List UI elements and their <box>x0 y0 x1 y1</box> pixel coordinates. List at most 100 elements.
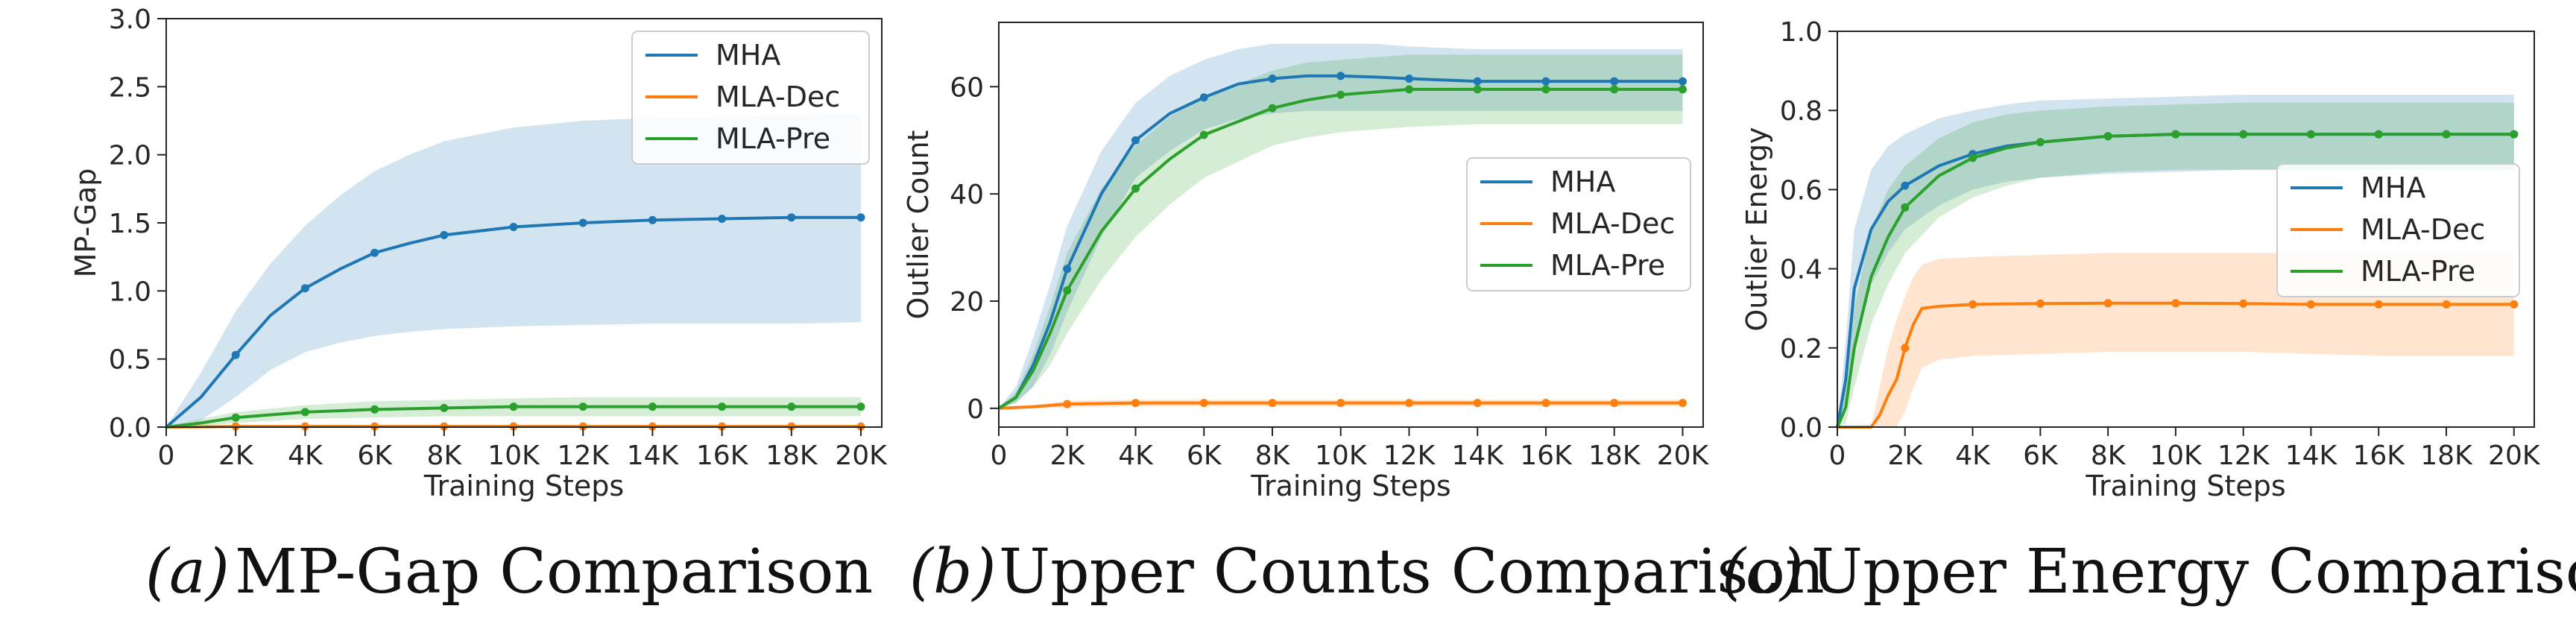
y-tick-label: 2.0 <box>109 141 151 171</box>
y-axis-label: Outlier Energy <box>1740 127 1773 331</box>
panel-b: 0 2K 4K 6K 8K 10K 12K 14K 16K 18K 20K 0 20 40 60 Traini… <box>902 22 1710 502</box>
point-mla-pre <box>1199 130 1208 139</box>
legend-label-mla-dec: MLA-Dec <box>1550 207 1675 240</box>
x-tick-label: 2K <box>218 441 254 471</box>
point-mla-dec <box>2171 299 2180 308</box>
x-tick-label: 4K <box>288 441 323 471</box>
point-mla-dec <box>1199 399 1208 408</box>
band-mla-pre <box>999 54 1683 408</box>
x-tick-label: 0 <box>1829 441 1846 471</box>
point-mla-pre <box>856 402 865 411</box>
point-mla-pre <box>2171 130 2180 139</box>
point-mha <box>1131 136 1140 145</box>
point-mha <box>1405 75 1413 83</box>
x-tick-label: 10K <box>2150 441 2203 471</box>
point-mla-pre <box>1901 203 1910 212</box>
point-mha <box>1901 181 1910 190</box>
y-axis-label: MP-Gap <box>69 168 102 278</box>
x-tick-label: 10K <box>487 441 540 471</box>
band-mha <box>166 113 861 427</box>
x-tick-label: 10K <box>1315 441 1368 471</box>
point-mla-pre <box>787 402 796 411</box>
x-tick-label: 4K <box>1118 441 1154 471</box>
x-tick-label: 20K <box>835 441 888 471</box>
point-mha <box>1199 93 1208 102</box>
y-axis-label: Outlier Count <box>902 130 935 320</box>
x-tick-label: 18K <box>2420 441 2473 471</box>
axes-frame <box>998 22 1704 428</box>
legend-box <box>631 31 870 165</box>
x-tick-label: 4K <box>1955 441 1991 471</box>
point-mha <box>648 215 657 224</box>
point-mla-pre <box>509 402 518 411</box>
x-tick-label: 18K <box>765 441 818 471</box>
point-mla-dec <box>1336 399 1345 408</box>
legend-label-mla-pre: MLA-Pre <box>2361 255 2475 288</box>
legend: MHA MLA-Dec MLA-Pre <box>2276 163 2520 297</box>
point-mha <box>1610 77 1619 86</box>
x-tick-label: 2K <box>1888 441 1924 471</box>
caption-a-text: MP-Gap Comparison <box>235 537 873 607</box>
y-tick-label: 20 <box>950 287 984 318</box>
point-mla-pre <box>1405 85 1413 94</box>
legend-box <box>2276 163 2520 297</box>
y-tick-label: 0.2 <box>1780 334 1822 364</box>
x-tick-label: 14K <box>2285 441 2338 471</box>
point-mla-dec <box>1969 300 1977 309</box>
point-mla-pre <box>2510 130 2519 139</box>
series-line-mla-pre <box>165 405 861 429</box>
y-tick-label: 1.0 <box>1780 17 1822 48</box>
series-line-mha <box>165 215 861 429</box>
x-tick-label: 6K <box>2023 441 2059 471</box>
point-mla-dec <box>2103 299 2112 308</box>
legend-label-mha: MHA <box>1550 165 1615 198</box>
point-mla-dec <box>2306 300 2315 309</box>
y-tick-label: 0 <box>967 394 984 425</box>
y-tick-label: 0.8 <box>1780 96 1822 127</box>
point-mha <box>300 284 309 293</box>
legend-label-mla-dec: MLA-Dec <box>2361 213 2485 246</box>
x-tick-label: 6K <box>357 441 393 471</box>
point-mla-pre <box>2103 132 2112 141</box>
point-mla-dec <box>1473 399 1482 408</box>
point-mha <box>370 248 379 257</box>
y-tick-label: 0.4 <box>1780 255 1822 285</box>
x-tick-label: 8K <box>2091 441 2127 471</box>
point-mla-pre <box>1610 85 1619 94</box>
point-mla-pre <box>370 405 379 414</box>
panel-a: 0 2K 4K 6K 8K 10K 12K 14K 16K 18K 20K 0.0 0.5 1.0 1.5 2… <box>69 4 888 502</box>
legend-label-mha: MHA <box>716 39 780 72</box>
series-line-mla-dec <box>1837 301 2514 429</box>
point-mla-dec <box>1268 399 1277 408</box>
x-tick-label: 0 <box>991 441 1008 471</box>
point-mla-dec <box>2374 300 2383 309</box>
point-mla-pre <box>1336 90 1345 99</box>
point-mla-dec <box>1610 399 1619 408</box>
axes-frame <box>1837 31 2535 428</box>
point-mla-pre <box>2036 138 2045 147</box>
point-mha <box>1679 77 1687 86</box>
y-tick-label: 1.0 <box>109 277 151 307</box>
point-mla-pre <box>1969 154 1977 162</box>
point-mla-dec <box>1541 399 1550 408</box>
point-mla-pre <box>1679 85 1687 94</box>
point-mla-pre <box>648 402 657 411</box>
x-tick-label: 14K <box>627 441 680 471</box>
point-mla-pre <box>1541 85 1550 94</box>
point-mla-pre <box>2239 130 2248 139</box>
x-tick-label: 16K <box>696 441 749 471</box>
caption-c-text: Upper Energy Comparison <box>1811 537 2576 607</box>
x-tick-label: 0 <box>158 441 175 471</box>
point-mla-dec <box>1405 399 1413 408</box>
point-mla-dec <box>2442 300 2451 309</box>
band-mha <box>999 43 1683 408</box>
point-mla-dec <box>1901 344 1910 353</box>
x-tick-label: 12K <box>558 441 610 471</box>
y-tick-label: 1.5 <box>109 209 151 239</box>
point-mla-pre <box>231 413 240 422</box>
point-mla-dec <box>2239 299 2248 308</box>
point-mla-pre <box>1268 104 1277 113</box>
y-tick-label: 0.5 <box>109 345 151 376</box>
legend-box <box>1466 157 1691 291</box>
